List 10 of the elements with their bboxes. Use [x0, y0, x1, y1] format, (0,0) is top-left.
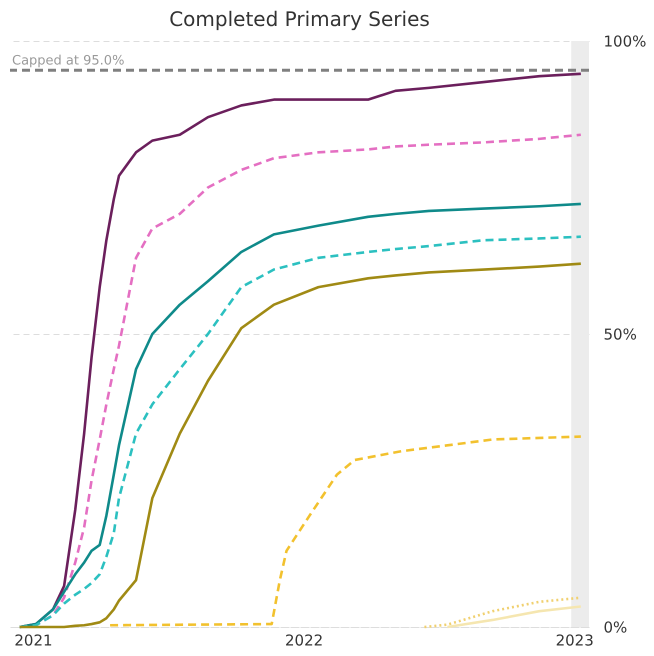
x-tick-label: 2022 — [284, 632, 324, 650]
ref-line-label: Capped at 95.0% — [12, 53, 124, 68]
chart-title: Completed Primary Series — [169, 7, 430, 31]
y-tick-label: 0% — [604, 618, 628, 636]
line-series — [446, 605, 582, 628]
y-tick-label: 50% — [604, 326, 637, 344]
y-tick-label: 100% — [604, 32, 646, 50]
x-tick-label: 2023 — [556, 632, 594, 650]
line-series — [108, 435, 582, 627]
x-tick-label: 2021 — [14, 632, 53, 650]
